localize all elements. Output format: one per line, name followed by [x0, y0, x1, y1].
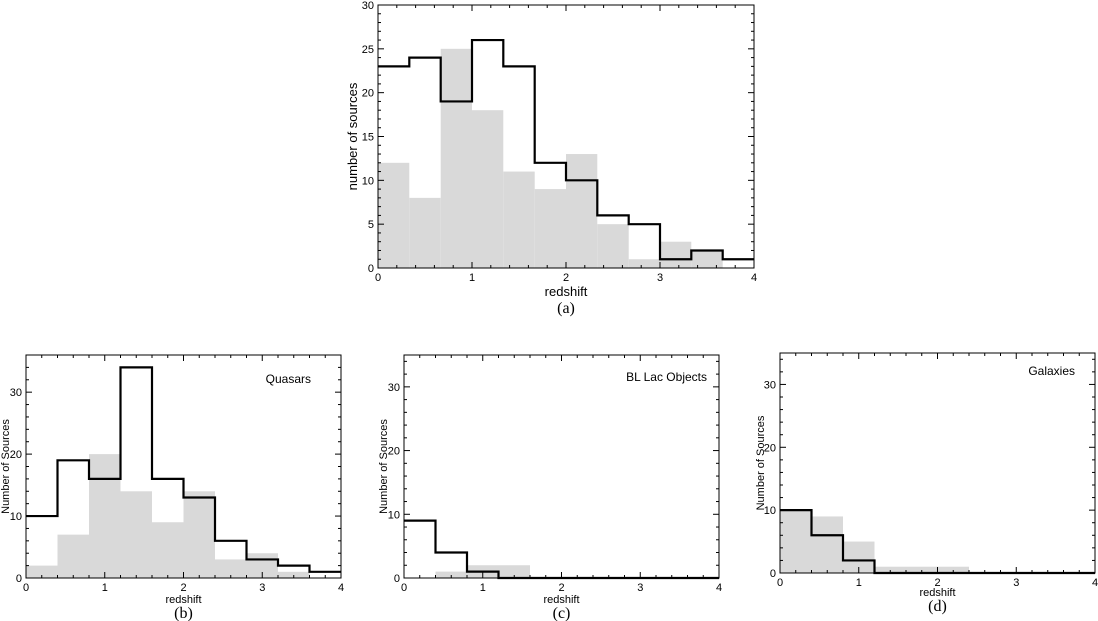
panel-d-title: Galaxies — [1028, 364, 1075, 378]
panel-b-letter: (b) — [174, 605, 193, 621]
panel-a-ytick-label: 30 — [362, 0, 374, 12]
panel-a-gray-bar-0 — [378, 162, 410, 268]
panel-c: 0 1 2 3 4 0 10 20 30 redshift Number of Sources BL … — [378, 354, 722, 621]
panel-b-ytick-label: 0 — [16, 573, 22, 585]
panel-b-gray-bar-8 — [278, 571, 310, 578]
panel-d-xtick-label: 0 — [777, 577, 783, 589]
panel-a-letter: (a) — [557, 300, 575, 317]
panel-a-gray-bar-3 — [472, 110, 504, 268]
panel-d-gray-bar-0 — [780, 510, 812, 573]
panel-a-xtick-label: 0 — [375, 272, 381, 284]
panel-b-xtick-label: 3 — [259, 582, 265, 594]
panel-a-gray-bar-7 — [597, 224, 629, 268]
panel-b-xtick-label: 2 — [180, 582, 186, 594]
panel-c-ylabel: Number of Sources — [378, 419, 390, 514]
panel-a-ytick-label: 0 — [368, 263, 374, 275]
panel-b-ytick-label: 20 — [10, 449, 22, 461]
panel-a-gray-bar-1 — [409, 197, 441, 268]
panel-d-letter: (d) — [928, 598, 947, 615]
panel-d-gray-bar-5 — [937, 566, 969, 573]
panel-d-ylabel: Number of Sources — [755, 415, 767, 510]
panel-d-xtick-label: 3 — [1013, 577, 1019, 589]
panel-a-gray-bar-4 — [503, 171, 535, 268]
panel-d: 0 1 2 3 4 0 10 20 30 redshift Number of Sources Gal… — [755, 352, 1098, 615]
panel-d-gray-bar-1 — [811, 516, 843, 573]
panel-b-xtick-label: 1 — [102, 582, 108, 594]
panel-c-gray-bar-1 — [435, 571, 467, 578]
panel-b-step-outline — [26, 366, 341, 573]
panel-d-gray-bar-4 — [906, 566, 938, 573]
panel-c-title: BL Lac Objects — [626, 370, 707, 384]
panel-b-xtick-label: 0 — [23, 582, 29, 594]
panel-a-ylabel: number of sources — [345, 82, 360, 190]
panel-b-gray-bar-0 — [26, 565, 58, 578]
panel-a-gray-bar-9 — [660, 241, 692, 268]
panel-c-xtick-label: 3 — [637, 582, 643, 594]
panel-b-ylabel: Number of Sources — [0, 419, 12, 514]
panel-d-gray-bar-3 — [874, 566, 906, 573]
panel-d-ytick-label: 20 — [764, 442, 776, 454]
panel-a-gray-bar-6 — [566, 154, 598, 268]
panel-a-xtick-label: 2 — [563, 272, 569, 284]
panel-a-gray-bar-2 — [440, 48, 472, 269]
panel-c-ytick-label: 20 — [388, 446, 400, 458]
panel-a-gray-bar-10 — [691, 250, 723, 268]
panel-c-xtick-label: 0 — [401, 582, 407, 594]
panel-d-xtick-label: 1 — [856, 577, 862, 589]
panel-d-ytick-label: 10 — [764, 505, 776, 517]
panel-b-gray-bar-3 — [120, 491, 152, 578]
panel-d-xtick-label: 2 — [934, 577, 940, 589]
panel-a-xtick-label: 3 — [657, 272, 663, 284]
panel-c-xtick-label: 1 — [480, 582, 486, 594]
panel-b-gray-bar-6 — [215, 559, 247, 578]
panel-c-xtick-label: 2 — [558, 582, 564, 594]
panel-a-ytick-label: 20 — [362, 88, 374, 100]
panel-b-title: Quasars — [266, 372, 311, 386]
panel-c-step-outline — [404, 519, 719, 580]
panel-b-gray-bar-2 — [89, 454, 121, 578]
panel-d-xlabel: redshift — [919, 587, 955, 599]
panel-a-step-outline — [378, 38, 754, 261]
panel-b-ytick-label: 30 — [10, 387, 22, 399]
panel-b-gray-bar-5 — [183, 491, 215, 578]
panel-b-xtick-label: 4 — [338, 582, 344, 594]
panel-c-frame — [403, 354, 720, 579]
panel-b-xlabel: redshift — [165, 594, 201, 606]
panel-a-xlabel: redshift — [545, 284, 588, 299]
panel-a-ytick-label: 10 — [362, 175, 374, 187]
panel-c-xlabel: redshift — [543, 594, 579, 606]
panel-a: 0 1 2 3 4 0 5 10 15 20 25 30 redshift number of sourc… — [345, 0, 757, 317]
panel-b-ytick-label: 10 — [10, 511, 22, 523]
panel-a-ytick-label: 5 — [368, 219, 374, 231]
panel-c-letter: (c) — [553, 605, 571, 621]
panel-a-gray-bar-5 — [534, 189, 566, 268]
panel-a-ytick-label: 15 — [362, 132, 374, 144]
panel-c-ytick-label: 10 — [388, 509, 400, 521]
panel-b-gray-bar-4 — [152, 522, 184, 578]
panel-a-ytick-label: 25 — [362, 44, 374, 56]
panel-a-xtick-label: 1 — [469, 272, 475, 284]
panel-a-gray-bar-8 — [628, 259, 660, 268]
panel-b-gray-bar-1 — [57, 534, 89, 578]
panel-a-xtick-label: 4 — [751, 272, 757, 284]
panel-c-ytick-label: 0 — [394, 573, 400, 585]
panel-c-xtick-label: 4 — [716, 582, 722, 594]
panel-d-ytick-label: 30 — [764, 379, 776, 391]
panel-b: 0 1 2 3 4 0 10 20 30 redshift Number of Sources Qua… — [0, 354, 344, 621]
panel-d-xtick-label: 4 — [1092, 577, 1098, 589]
panel-c-gray-bar-3 — [498, 565, 530, 578]
panel-c-ytick-label: 30 — [388, 382, 400, 394]
panel-d-ytick-label: 0 — [770, 568, 776, 580]
